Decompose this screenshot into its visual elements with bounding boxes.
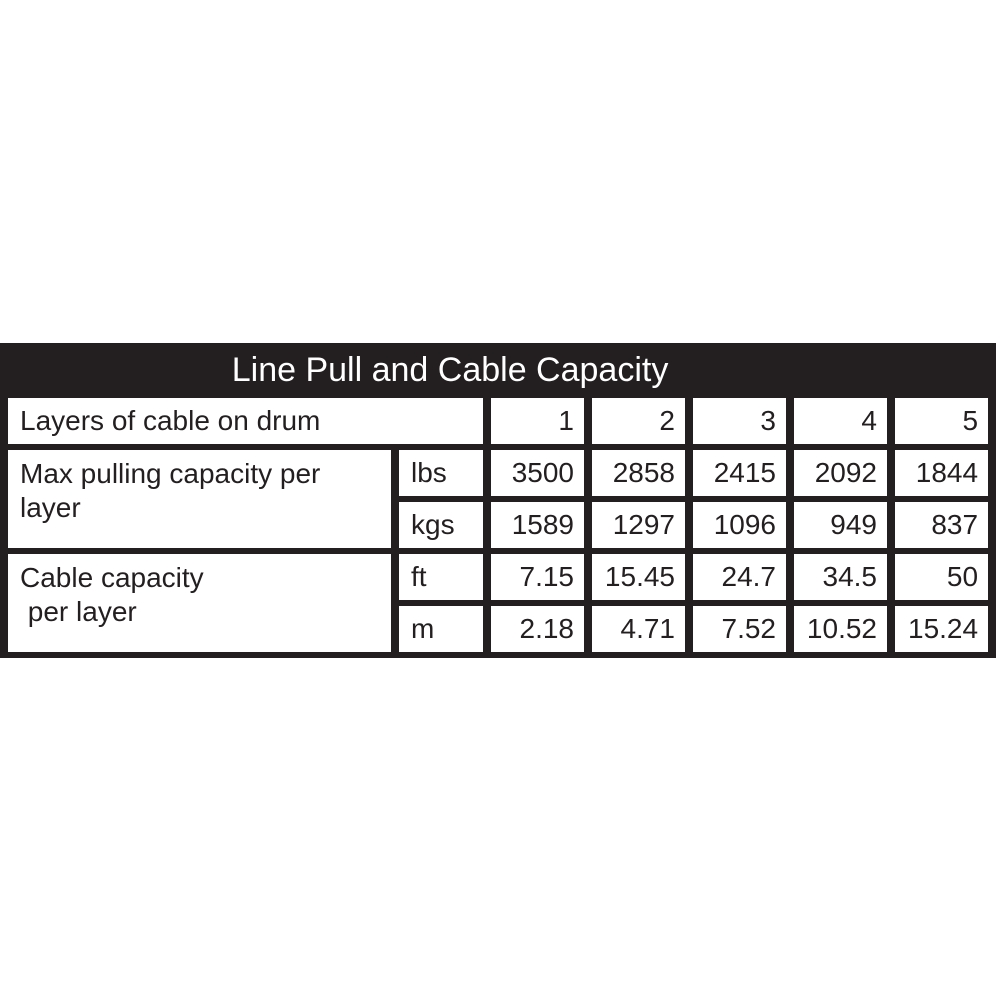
cable-ft-5: 50 bbox=[895, 554, 989, 600]
max-pull-kgs-3: 1096 bbox=[693, 502, 786, 548]
unit-lbs: lbs bbox=[399, 450, 483, 496]
cable-m-2: 4.71 bbox=[592, 606, 685, 652]
max-pull-lbs-5: 1844 bbox=[895, 450, 989, 496]
unit-ft: ft bbox=[399, 554, 483, 600]
max-pull-lbs-4: 2092 bbox=[794, 450, 887, 496]
cable-ft-4: 34.5 bbox=[794, 554, 887, 600]
table-title: Line Pull and Cable Capacity bbox=[231, 351, 669, 390]
cable-ft-2: 15.45 bbox=[592, 554, 685, 600]
layers-value-5: 5 bbox=[895, 398, 989, 444]
line-pull-capacity-table: Line Pull and Cable Capacity Layers of c… bbox=[0, 343, 997, 658]
cable-m-1: 2.18 bbox=[491, 606, 584, 652]
max-pull-group-label: Max pulling capacity per layer bbox=[8, 450, 391, 548]
max-pull-lbs-1: 3500 bbox=[491, 450, 584, 496]
table-row-cable-ft: Cable capacity per layer ft 7.15 15.45 2… bbox=[8, 554, 989, 652]
table-title-row: Line Pull and Cable Capacity bbox=[8, 349, 988, 392]
layers-value-2: 2 bbox=[592, 398, 685, 444]
cable-capacity-group-label: Cable capacity per layer bbox=[8, 554, 391, 652]
unit-kgs: kgs bbox=[399, 502, 483, 548]
cable-m-5: 15.24 bbox=[895, 606, 989, 652]
max-pull-lbs-2: 2858 bbox=[592, 450, 685, 496]
layers-value-3: 3 bbox=[693, 398, 786, 444]
unit-m: m bbox=[399, 606, 483, 652]
max-pull-kgs-1: 1589 bbox=[491, 502, 584, 548]
table-row-cable-m: m 2.18 4.71 7.52 10.52 15.24 bbox=[8, 606, 989, 652]
layers-value-1: 1 bbox=[491, 398, 584, 444]
layers-row-label: Layers of cable on drum bbox=[8, 398, 483, 444]
layers-value-4: 4 bbox=[794, 398, 887, 444]
cable-m-3: 7.52 bbox=[693, 606, 786, 652]
cable-ft-1: 7.15 bbox=[491, 554, 584, 600]
table-row-layers: Layers of cable on drum 1 2 3 4 5 bbox=[8, 398, 989, 444]
max-pull-kgs-5: 837 bbox=[895, 502, 989, 548]
max-pull-kgs-4: 949 bbox=[794, 502, 887, 548]
max-pull-kgs-2: 1297 bbox=[592, 502, 685, 548]
max-pull-lbs-3: 2415 bbox=[693, 450, 786, 496]
table-row-max-pull-lbs: Max pulling capacity per layer lbs 3500 … bbox=[8, 450, 989, 548]
cable-m-4: 10.52 bbox=[794, 606, 887, 652]
cable-ft-3: 24.7 bbox=[693, 554, 786, 600]
table-row-max-pull-kgs: kgs 1589 1297 1096 949 837 bbox=[8, 502, 989, 548]
